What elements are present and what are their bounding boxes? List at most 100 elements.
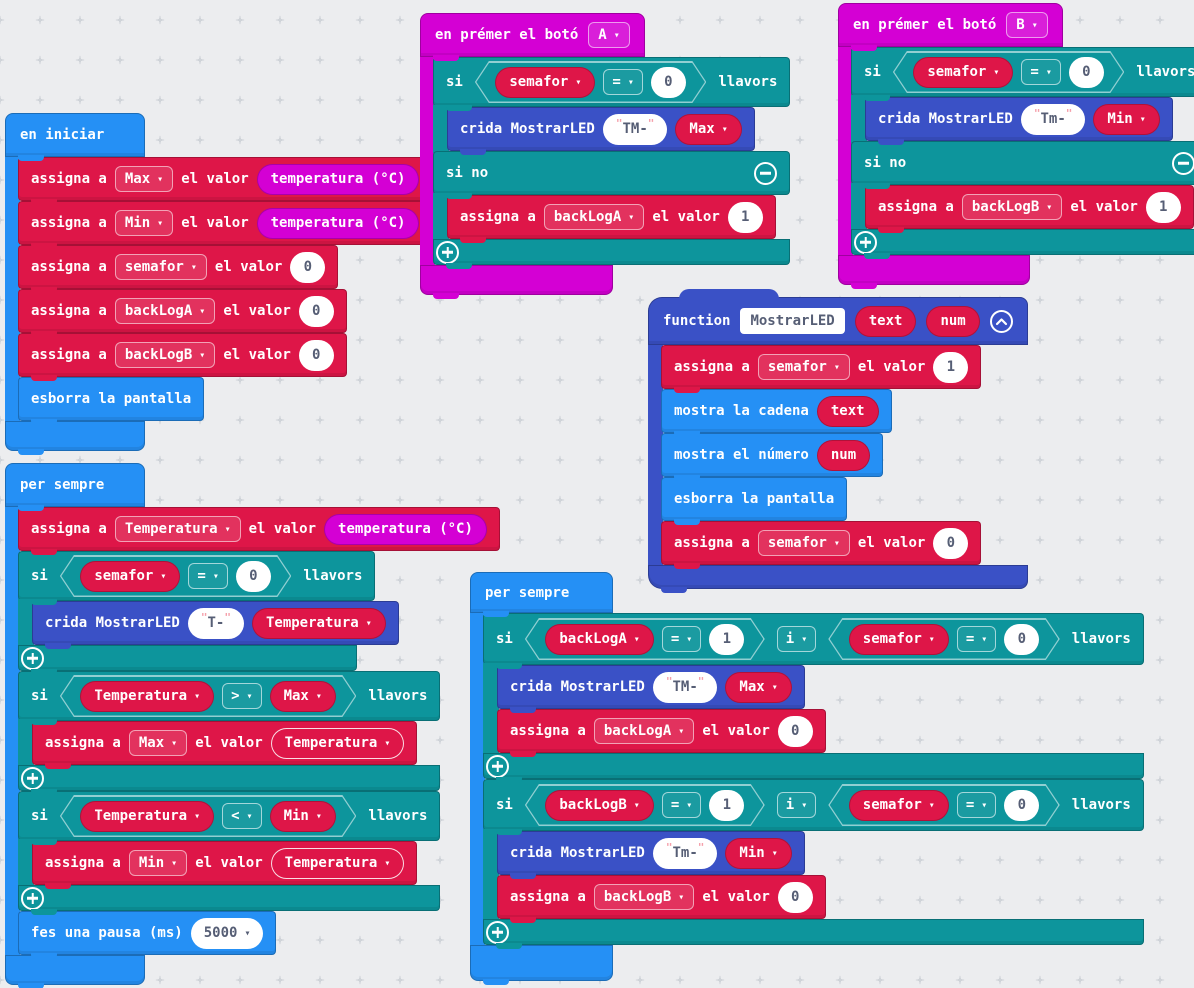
pause-block[interactable]: fes una pausa (ms) 5000 [18,911,277,959]
number-value[interactable]: 1 [933,351,969,383]
variable-dropdown[interactable]: semafor [849,790,949,821]
condition-hexagon[interactable]: Temperatura > Max [60,675,357,717]
call-function-block[interactable]: crida MostrarLED Tm- Min [865,97,1173,145]
plus-icon[interactable] [21,886,44,910]
variable-dropdown[interactable]: backLogB [114,342,216,368]
comparison-op-dropdown[interactable]: > [222,683,261,709]
parameter-pill[interactable]: text [854,305,917,337]
minus-icon[interactable] [1172,151,1194,175]
set-variable-block[interactable]: assigna a Max el valor Temperatura [32,721,418,769]
parameter-pill[interactable]: text [816,395,879,427]
string-input[interactable]: TM- [602,113,668,145]
condition-hexagon[interactable]: backLogA = 1 [525,618,765,660]
temperature-reporter[interactable]: temperatura (°C) [324,513,487,545]
on-button-a-block[interactable]: en prémer el botó A si semafor = 0 llavo… [420,13,791,299]
on-button-b-hat[interactable]: en prémer el botó B [838,3,1063,51]
plus-icon[interactable] [486,754,509,778]
variable-reporter[interactable]: Temperatura [270,727,405,759]
else-row[interactable]: si no [851,141,1194,189]
comparison-op-dropdown[interactable]: < [222,803,261,829]
parameter-pill[interactable]: num [926,305,980,337]
if-block[interactable]: si backLogB = 1 i semafor = 0 llavors [483,779,1144,949]
condition-hexagon[interactable]: Temperatura < Min [60,795,357,837]
variable-dropdown[interactable]: Temperatura [80,681,214,712]
set-variable-block[interactable]: assigna a backLogB el valor 0 [18,333,347,381]
variable-dropdown[interactable]: backLogA [545,624,653,655]
set-variable-block[interactable]: assigna a backLogA el valor 0 [497,709,826,757]
variable-dropdown[interactable]: backLogA [114,298,216,324]
show-string-block[interactable]: mostra la cadena text [661,389,892,437]
on-start-hat[interactable]: en iniciar [5,113,145,161]
variable-dropdown[interactable]: semafor [80,561,180,592]
string-input[interactable]: TM- [652,671,718,703]
number-value[interactable]: 0 [777,881,813,913]
minus-icon[interactable] [754,161,778,185]
show-number-block[interactable]: mostra el número num [661,433,884,481]
variable-dropdown[interactable]: Max [128,730,188,756]
if-header[interactable]: si Temperatura < Min llavors [18,791,441,845]
variable-dropdown[interactable]: Min [128,850,188,876]
variable-dropdown[interactable]: semafor [849,624,949,655]
button-dropdown[interactable]: A [588,22,630,48]
string-input[interactable]: T- [187,607,244,639]
call-function-block[interactable]: crida MostrarLED TM- Max [447,107,755,155]
set-variable-block[interactable]: assigna a semafor el valor 0 [661,521,982,569]
call-function-block[interactable]: crida MostrarLED T- Temperatura [32,601,399,649]
set-variable-block[interactable]: assigna a Temperatura el valor temperatu… [18,507,500,555]
variable-dropdown[interactable]: Max [725,671,792,703]
number-value[interactable]: 0 [1004,790,1039,821]
condition-hexagon[interactable]: semafor = 0 [893,51,1125,93]
on-button-b-block[interactable]: en prémer el botó B si semafor = 0 llavo… [838,3,1194,289]
set-variable-block[interactable]: assigna a Min el valor temperatura (°C) [18,201,433,249]
set-variable-block[interactable]: assigna a semafor el valor 0 [18,245,339,293]
set-variable-block[interactable]: assigna a semafor el valor 1 [661,345,982,393]
collapse-up-icon[interactable] [989,309,1013,333]
number-value[interactable]: 0 [236,561,271,592]
comparison-op-dropdown[interactable]: = [957,626,996,652]
if-header[interactable]: si backLogA = 1 i semafor = 0 llavors [483,613,1144,669]
number-value[interactable]: 1 [727,201,763,233]
variable-dropdown[interactable]: semafor [913,57,1013,88]
variable-dropdown[interactable]: backLogB [593,884,695,910]
plus-icon[interactable] [486,920,509,944]
string-input[interactable]: Tm- [652,837,718,869]
forever-block-left[interactable]: per sempre assigna a Temperatura el valo… [5,463,500,988]
if-header[interactable]: si semafor = 0 llavors [851,47,1194,101]
if-block[interactable]: si Temperatura < Min llavors assigna a M… [18,791,441,915]
if-else-block[interactable]: si semafor = 0 llavors crida MostrarLED … [433,57,791,269]
on-button-a-hat[interactable]: en prémer el botó A [420,13,645,61]
variable-dropdown[interactable]: Max [675,113,742,145]
comparison-op-dropdown[interactable]: = [957,792,996,818]
comparison-op-dropdown[interactable]: = [1021,59,1060,85]
condition-hexagon[interactable]: backLogB = 1 [525,784,765,826]
number-value[interactable]: 1 [709,790,744,821]
number-value[interactable]: 0 [298,295,334,327]
function-definition-block[interactable]: function MostrarLED text num assigna a s… [648,289,1028,593]
comparison-op-dropdown[interactable]: = [662,626,701,652]
if-else-block[interactable]: si semafor = 0 llavors crida MostrarLED … [851,47,1194,259]
if-header[interactable]: si backLogB = 1 i semafor = 0 llavors [483,779,1144,835]
number-value[interactable]: 0 [290,251,326,283]
logic-and-dropdown[interactable]: i [776,626,817,652]
if-header[interactable]: si Temperatura > Max llavors [18,671,441,725]
forever-hat[interactable]: per sempre [470,572,613,617]
if-block[interactable]: si Temperatura > Max llavors assigna a M… [18,671,441,795]
if-block[interactable]: si backLogA = 1 i semafor = 0 llavors [483,613,1144,783]
function-header[interactable]: function MostrarLED text num [648,289,1028,345]
variable-dropdown[interactable]: Temperatura [80,801,214,832]
variable-dropdown[interactable]: semafor [495,67,595,98]
set-variable-block[interactable]: assigna a backLogA el valor 0 [18,289,347,337]
variable-dropdown[interactable]: semafor [757,354,850,380]
variable-dropdown[interactable]: Min [725,837,792,869]
variable-dropdown[interactable]: Min [270,801,336,832]
on-start-block[interactable]: en iniciar assigna a Max el valor temper… [5,113,433,455]
condition-hexagon[interactable]: semafor = 0 [475,61,707,103]
function-name-field[interactable]: MostrarLED [740,308,845,334]
else-row[interactable]: si no [433,151,791,199]
set-variable-block[interactable]: assigna a backLogB el valor 0 [497,875,826,923]
forever-hat[interactable]: per sempre [5,463,145,511]
number-value[interactable]: 1 [709,624,744,655]
variable-dropdown[interactable]: backLogB [545,790,653,821]
set-variable-block[interactable]: assigna a Max el valor temperatura (°C) [18,157,433,205]
clear-screen-block[interactable]: esborra la pantalla [661,477,848,525]
